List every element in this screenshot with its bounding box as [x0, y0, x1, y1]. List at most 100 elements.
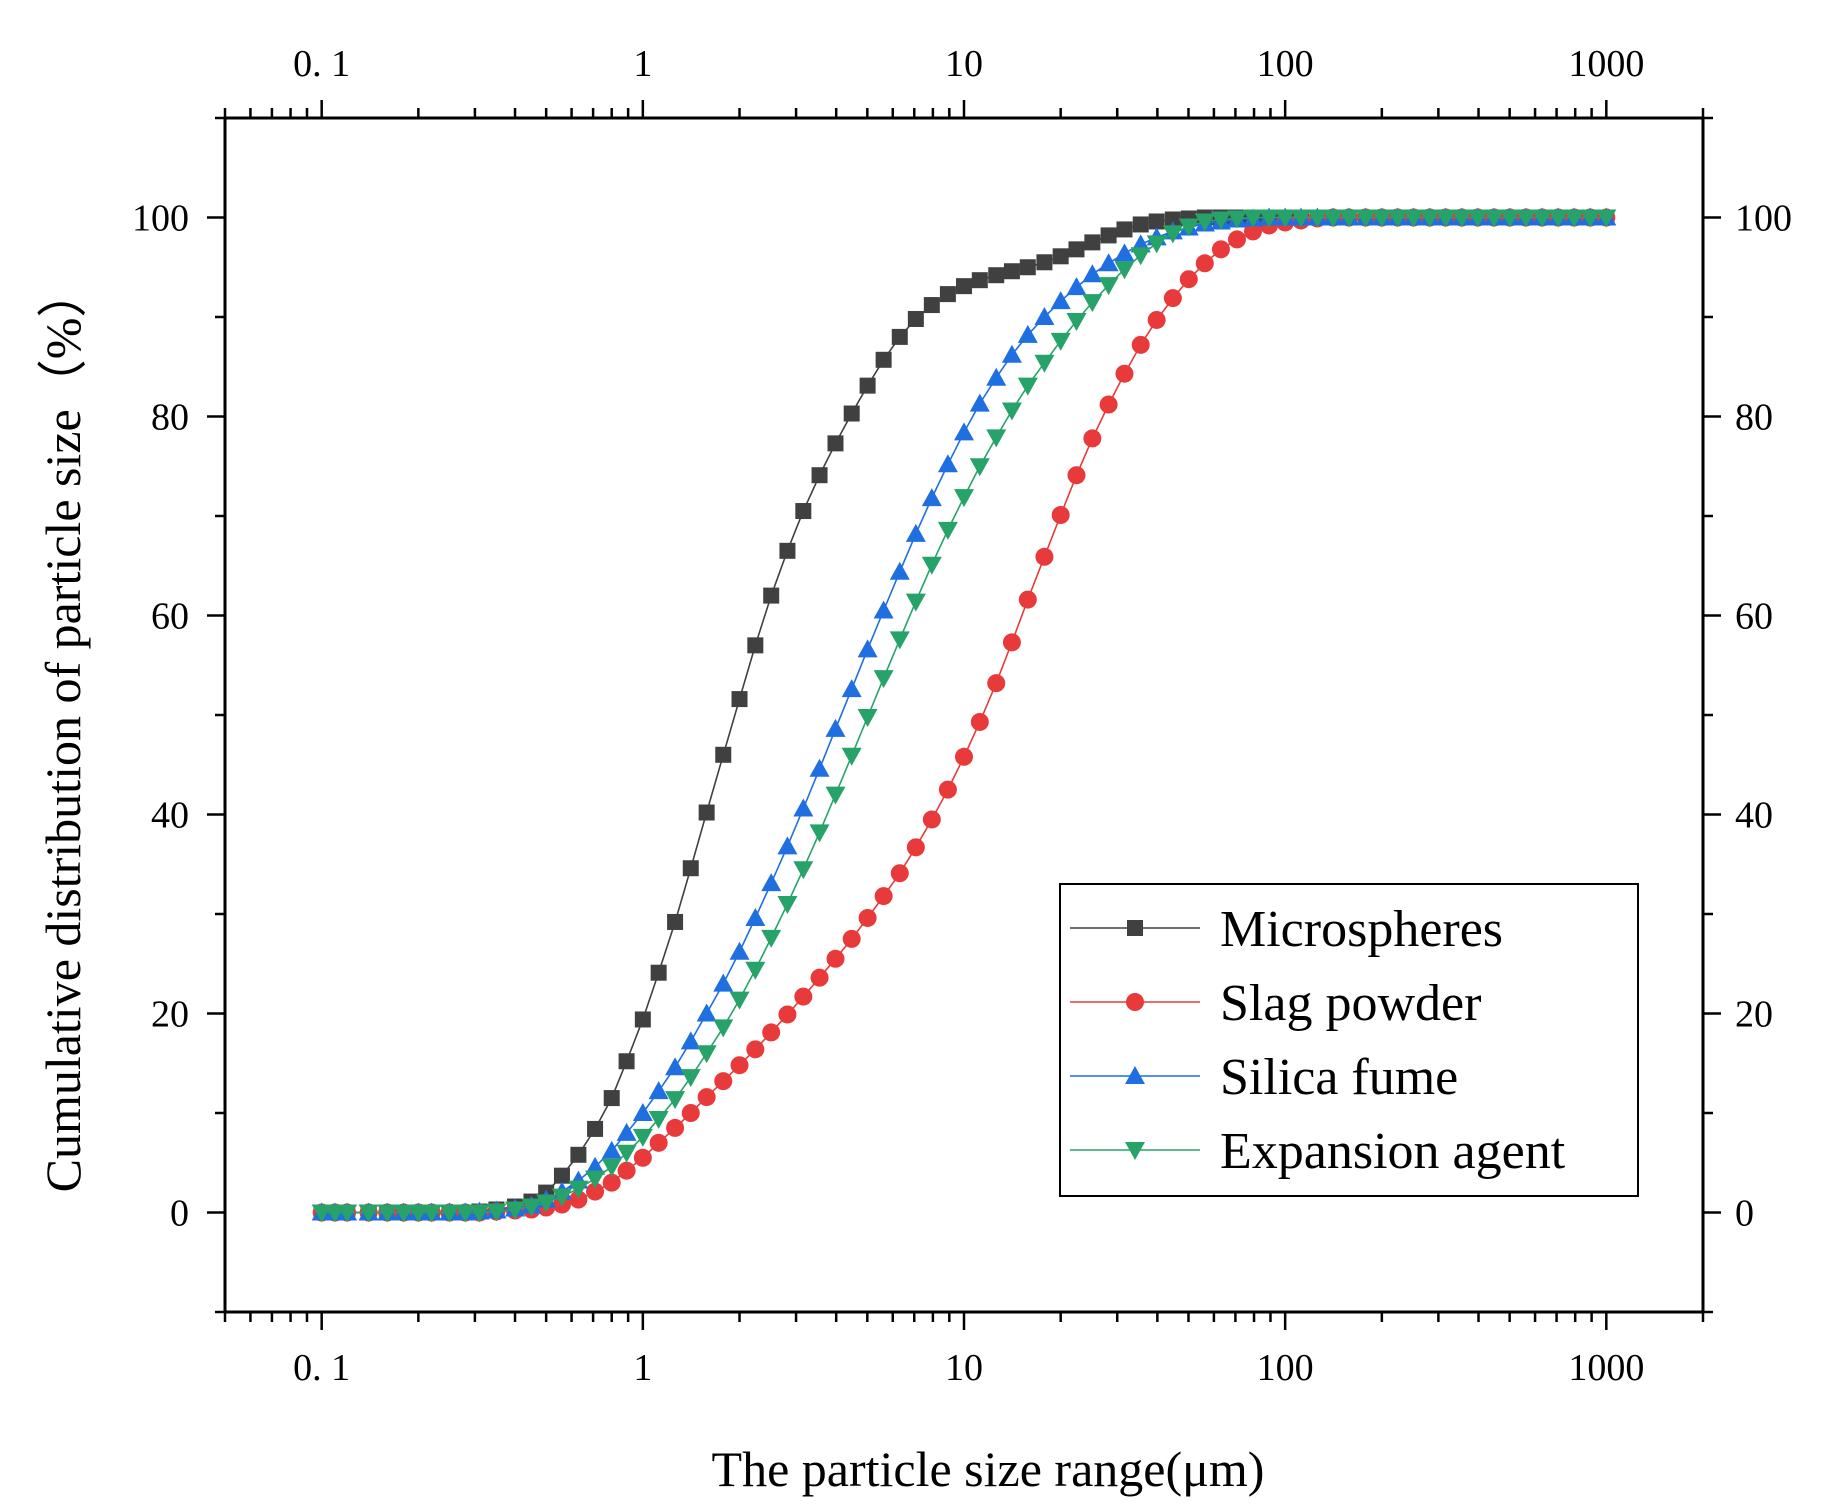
data-point [648, 1081, 669, 1100]
data-point [1419, 209, 1440, 228]
data-point [761, 873, 782, 892]
y-axis-title: Cumulative distribution of particle size… [35, 268, 91, 1193]
data-point [337, 1204, 358, 1223]
data-point [923, 297, 940, 314]
data-point [1051, 506, 1070, 525]
legend-entry: Microspheres [1070, 901, 1503, 958]
data-point [745, 907, 766, 926]
data-point [1002, 633, 1021, 652]
data-point [986, 367, 1007, 386]
data-point [873, 600, 894, 619]
data-point [1259, 209, 1280, 228]
data-point [1050, 291, 1071, 310]
data-point [618, 1053, 635, 1070]
data-point [521, 1198, 542, 1217]
data-point [601, 1140, 622, 1159]
data-point [1116, 221, 1133, 238]
data-point [648, 1110, 669, 1129]
data-point [1548, 209, 1569, 228]
data-point [778, 1005, 797, 1024]
data-point [1499, 209, 1520, 228]
data-point [616, 1122, 637, 1141]
data-point [697, 1088, 716, 1107]
data-point [1017, 324, 1038, 343]
data-point [601, 1158, 622, 1177]
data-point [905, 593, 926, 612]
data-point [921, 556, 942, 575]
data-point [1323, 209, 1344, 228]
data-point [875, 351, 892, 368]
data-point [1003, 263, 1020, 280]
data-point [536, 1194, 557, 1213]
data-point [956, 278, 972, 295]
data-point [377, 1204, 398, 1223]
data-point [825, 718, 846, 737]
data-point [1082, 264, 1103, 283]
data-point [1148, 213, 1165, 230]
data-point [634, 1011, 651, 1028]
data-point [954, 422, 974, 441]
data-point [1242, 209, 1263, 228]
data-point [1034, 307, 1055, 325]
x-tick-label-bottom: 0. 1 [293, 1347, 350, 1389]
data-point [873, 670, 894, 689]
data-point [585, 1156, 606, 1175]
data-point [971, 272, 988, 289]
data-point [617, 1161, 636, 1180]
y-tick-label-right: 40 [1735, 795, 1773, 837]
y-tick-label-right: 20 [1735, 994, 1773, 1036]
x-tick-label-top: 1000 [1568, 43, 1644, 85]
data-point [714, 1072, 733, 1091]
data-point [969, 458, 990, 477]
data-point [568, 1180, 589, 1199]
data-point [905, 523, 926, 542]
data-point [988, 267, 1005, 284]
data-point [827, 435, 844, 452]
data-point [1194, 213, 1215, 232]
data-point [1036, 254, 1053, 271]
data-point [939, 286, 956, 303]
data-point [826, 949, 845, 968]
data-point [587, 1120, 604, 1137]
data-point [793, 861, 814, 880]
data-point [1067, 466, 1086, 485]
data-point [713, 1019, 734, 1038]
data-point [1019, 259, 1036, 276]
data-point [665, 1091, 686, 1110]
data-point [393, 1204, 414, 1223]
y-tick-label-left: 0 [170, 1193, 189, 1235]
data-point [469, 1204, 490, 1223]
data-point [795, 503, 812, 520]
legend-label: Slag powder [1220, 975, 1481, 1032]
legend-marker [1127, 920, 1143, 936]
data-point [1082, 294, 1103, 313]
data-point [1050, 332, 1071, 351]
data-point [682, 860, 699, 877]
data-point [793, 798, 814, 817]
y-tick-label-left: 100 [132, 198, 189, 240]
x-axis-title: The particle size range(μm) [712, 1441, 1265, 1497]
data-point [1084, 234, 1101, 251]
data-point [455, 1204, 476, 1223]
data-point [681, 1104, 700, 1122]
data-point [439, 1204, 460, 1223]
data-point [955, 747, 973, 766]
x-tick-label-top: 1 [633, 43, 652, 85]
data-point [747, 637, 764, 654]
legend-entry: Expansion agent [1070, 1123, 1566, 1180]
data-point [1132, 216, 1149, 233]
data-point [696, 1003, 717, 1022]
data-point [859, 377, 876, 394]
data-point [1178, 218, 1199, 237]
data-point [1243, 222, 1262, 241]
x-tick-label-bottom: 10 [945, 1347, 983, 1389]
data-point [1227, 230, 1246, 249]
data-point [1435, 209, 1456, 228]
data-point [1052, 248, 1069, 265]
data-point [665, 1057, 686, 1076]
data-point [986, 429, 1007, 448]
data-point [1130, 247, 1151, 266]
data-point [907, 310, 924, 327]
data-point [632, 1103, 653, 1121]
data-point [763, 587, 780, 604]
